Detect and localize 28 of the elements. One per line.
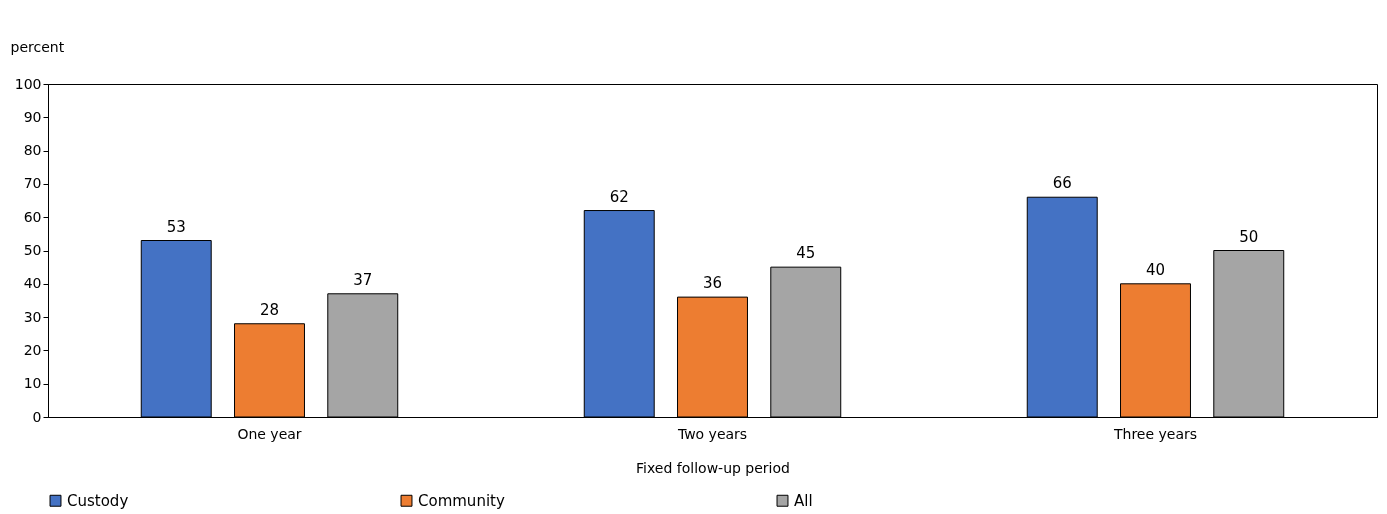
y-tick-label: 50 (23, 242, 42, 258)
y-tick-label: 60 (23, 208, 42, 225)
y-tick-label: 20 (23, 341, 42, 358)
data-label: 50 (1239, 227, 1259, 246)
data-label: 53 (166, 217, 186, 236)
y-tick-label: 30 (23, 308, 42, 325)
x-axis-title: Fixed follow-up period (636, 459, 790, 476)
data-label: 66 (1052, 174, 1072, 193)
x-tick-label: One year (237, 425, 302, 442)
legend-label: All (794, 491, 813, 510)
y-tick-label: 0 (32, 408, 42, 425)
x-tick-label: Two years (676, 425, 748, 442)
legend-label: Community (418, 491, 505, 510)
data-label: 40 (1145, 260, 1166, 279)
y-tick-label: 90 (23, 108, 42, 125)
y-axis-title: percent (10, 38, 65, 55)
data-label: 45 (796, 244, 816, 263)
data-label: 28 (259, 300, 280, 319)
y-tick-label: 80 (23, 142, 42, 159)
data-label: 36 (702, 274, 723, 293)
y-tick-label: 40 (23, 275, 42, 292)
y-tick-label: 10 (23, 375, 42, 392)
data-label: 62 (609, 187, 629, 206)
y-tick-label: 100 (14, 75, 42, 92)
x-tick-label: Three years (1112, 425, 1198, 442)
data-label: 37 (353, 270, 373, 289)
y-tick-label: 70 (23, 175, 42, 192)
legend-label: Custody (67, 491, 129, 510)
